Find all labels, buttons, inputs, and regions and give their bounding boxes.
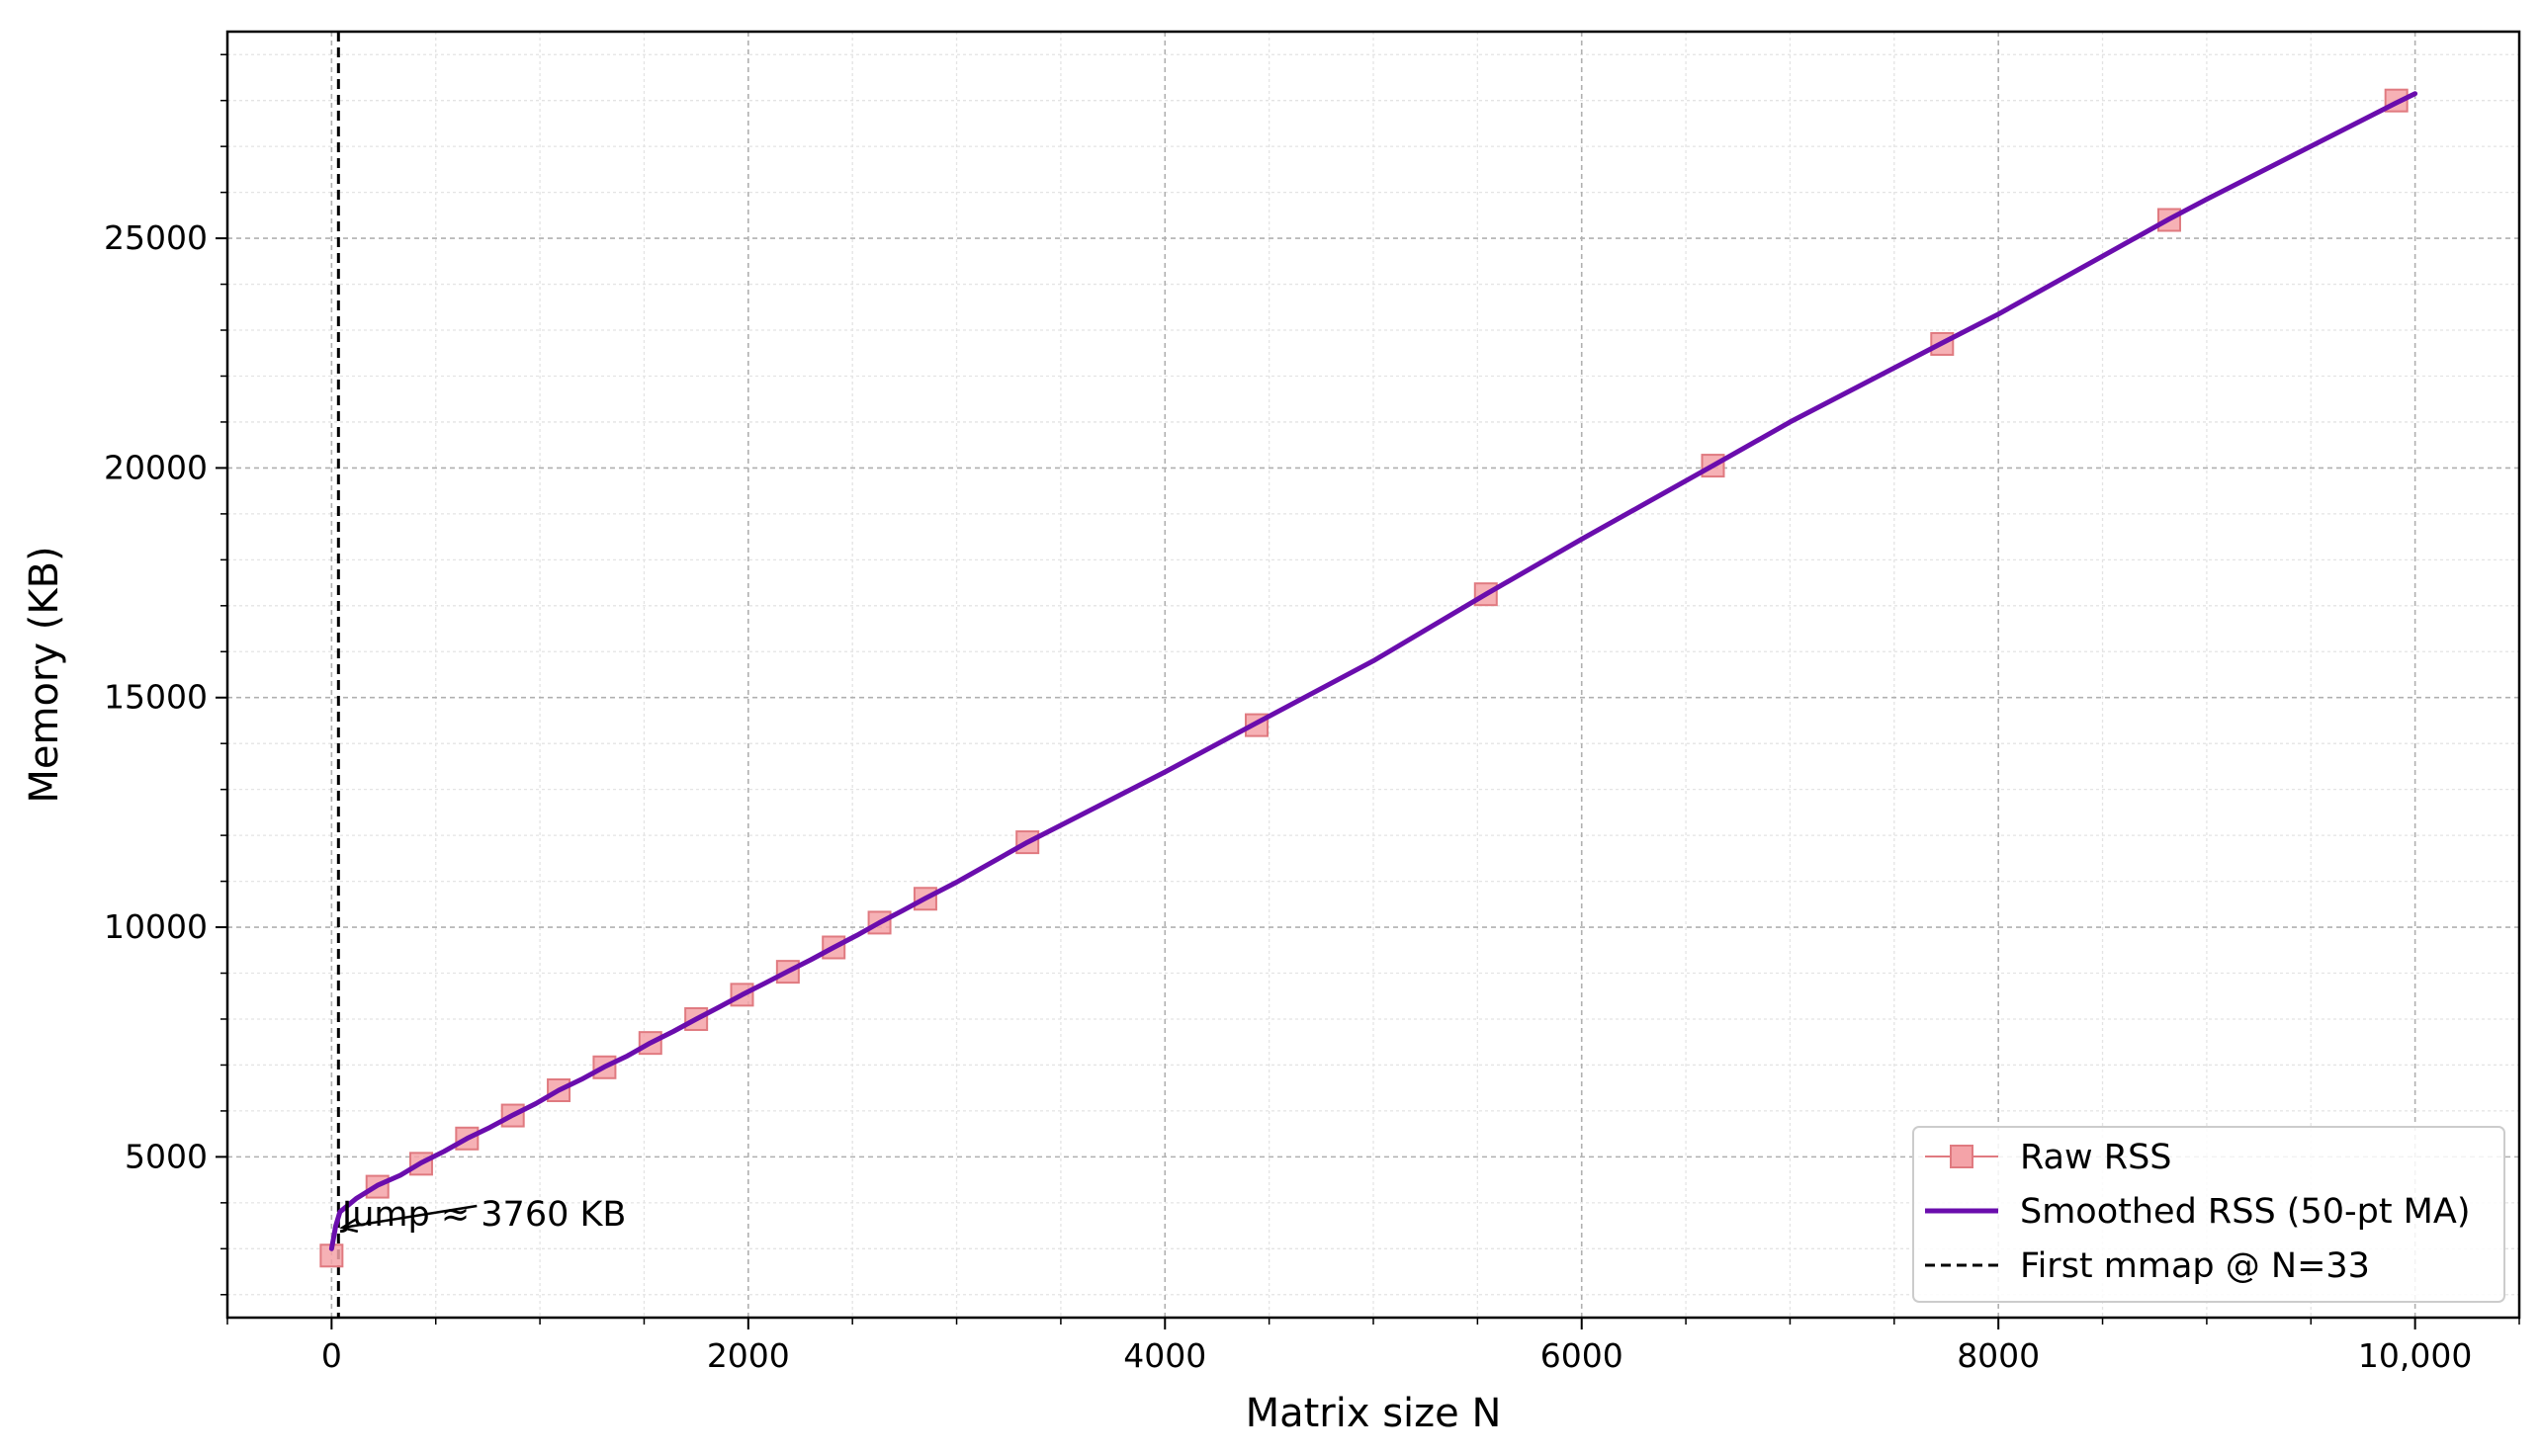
annotation-arrow	[342, 1204, 478, 1230]
annotation-arrowhead	[339, 1218, 359, 1234]
y-tick-label: 20000	[104, 448, 208, 486]
x-tick-label: 6000	[1540, 1336, 1623, 1375]
legend-label: First mmap @ N=33	[2020, 1246, 2370, 1286]
legend-label: Smoothed RSS (50-pt MA)	[2020, 1192, 2470, 1232]
x-axis-label: Matrix size N	[1246, 1391, 1502, 1436]
series-group	[319, 88, 2418, 1268]
jump-annotation-label: Jump ≈ 3760 KB	[340, 1195, 627, 1235]
y-tick-label: 10000	[104, 907, 208, 946]
x-tick-label: 8000	[1957, 1336, 2040, 1375]
y-tick-label: 5000	[125, 1137, 208, 1175]
legend-raw-rss-marker	[1950, 1145, 1973, 1168]
y-axis-label: Memory (KB)	[22, 546, 67, 803]
annotation-group: Jump ≈ 3760 KB	[339, 1195, 627, 1235]
x-tick-label: 2000	[707, 1336, 790, 1375]
smoothed-rss-line	[328, 91, 2418, 1251]
x-tick-label: 10,000	[2358, 1336, 2472, 1375]
legend-box	[1912, 1126, 2505, 1303]
legend: Raw RSS Smoothed RSS (50-pt MA) First mmap…	[1912, 1126, 2505, 1303]
legend-label: Raw RSS	[2020, 1138, 2172, 1177]
x-tick-label: 4000	[1123, 1336, 1206, 1375]
x-tick-label: 0	[321, 1336, 342, 1375]
axes: 0 2000 4000 6000 8000 10,000 5000 10000 15000 200…	[104, 53, 2520, 1375]
y-tick-label: 25000	[104, 218, 208, 257]
y-tick-label: 15000	[104, 678, 208, 717]
